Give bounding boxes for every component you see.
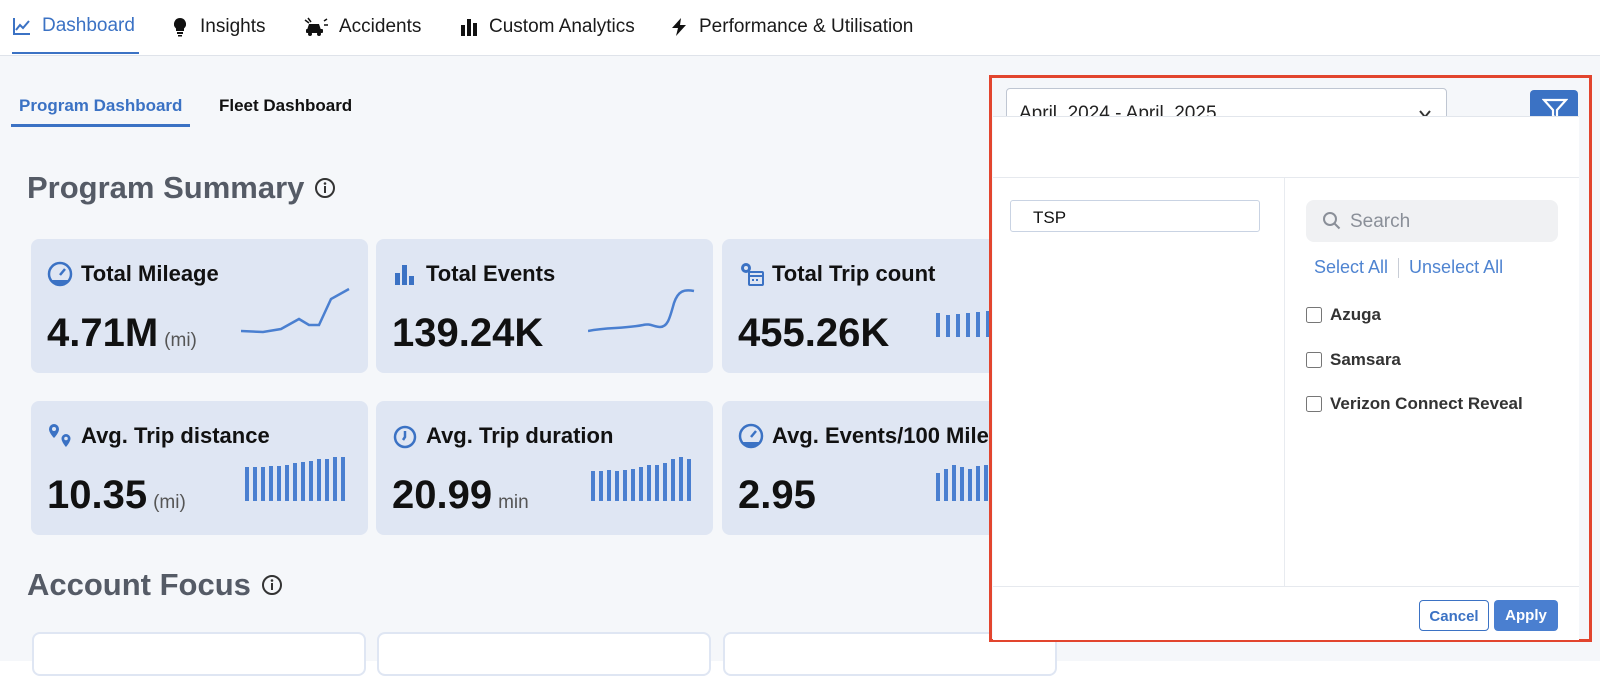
nav-item-custom-analytics[interactable]: Custom Analytics	[459, 0, 635, 54]
option-verizon-connect-reveal[interactable]: Verizon Connect Reveal	[1306, 394, 1523, 414]
option-label: Verizon Connect Reveal	[1330, 394, 1523, 413]
card-title: Total Trip count	[772, 261, 936, 286]
tab-program-dashboard[interactable]: Program Dashboard	[11, 96, 191, 127]
search-input[interactable]	[1348, 200, 1552, 244]
top-navigation: Dashboard Insights Accidents Custom Anal…	[0, 0, 1600, 56]
option-samsara[interactable]: Samsara	[1306, 350, 1401, 370]
kpi-card-avg-trip-duration[interactable]: Avg. Trip duration 20.99 min	[376, 401, 713, 535]
section-title: Account Focus	[27, 567, 251, 602]
card-value-row: 10.35 (mi)	[47, 473, 186, 518]
card-title: Avg. Trip distance	[81, 423, 270, 448]
card-unit: (mi)	[164, 330, 197, 351]
card-unit: (mi)	[153, 492, 186, 513]
nav-item-label: Custom Analytics	[489, 16, 635, 37]
bolt-icon	[672, 18, 686, 36]
apply-button[interactable]: Apply	[1494, 600, 1558, 631]
card-title: Avg. Trip duration	[426, 423, 614, 448]
nav-item-dashboard[interactable]: Dashboard	[12, 0, 139, 54]
card-value-row: 4.71M (mi)	[47, 311, 197, 356]
focus-card[interactable]	[377, 632, 711, 676]
divider	[1284, 178, 1285, 586]
card-title: Total Mileage	[81, 261, 219, 286]
option-azuga[interactable]: Azuga	[1306, 305, 1381, 325]
option-label: Samsara	[1330, 350, 1401, 369]
card-header: Avg. Trip distance	[47, 423, 270, 449]
divider	[993, 586, 1579, 587]
kpi-card-avg-trip-distance[interactable]: Avg. Trip distance 10.35 (mi)	[31, 401, 368, 535]
info-icon[interactable]	[314, 177, 336, 199]
map-pins-icon	[49, 424, 71, 447]
sparkline-chart	[588, 289, 695, 333]
card-value-row: 455.26K	[738, 311, 889, 356]
lightbulb-icon	[173, 17, 187, 37]
card-unit: min	[498, 492, 529, 513]
unselect-all-link[interactable]: Unselect All	[1409, 257, 1504, 277]
nav-item-label: Accidents	[339, 16, 422, 37]
program-summary-heading: Program Summary	[27, 170, 336, 206]
tab-fleet-dashboard[interactable]: Fleet Dashboard	[219, 96, 353, 115]
card-title: Total Events	[426, 261, 556, 286]
cancel-button[interactable]: Cancel	[1419, 600, 1489, 631]
card-header: Total Trip count	[738, 261, 935, 287]
route-calendar-icon	[741, 263, 764, 286]
divider	[993, 177, 1579, 178]
sparkline-bars	[591, 457, 691, 501]
line-chart-icon	[13, 18, 30, 35]
option-checkbox[interactable]	[1306, 396, 1322, 412]
card-value: 455.26K	[738, 311, 890, 355]
option-label: Azuga	[1330, 305, 1381, 324]
card-value: 20.99	[392, 473, 493, 517]
card-title: Avg. Events/100 Miles	[772, 423, 1002, 448]
nav-item-label: Insights	[200, 16, 266, 37]
card-value: 10.35	[47, 473, 148, 517]
car-crash-icon	[304, 17, 328, 36]
divider	[1398, 257, 1400, 278]
clock-icon	[393, 425, 417, 449]
nav-item-label: Dashboard	[42, 15, 135, 36]
section-title: Program Summary	[27, 170, 305, 205]
kpi-card-total-events[interactable]: Total Events 139.24K	[376, 239, 713, 373]
card-header: Avg. Trip duration	[392, 423, 613, 449]
sparkline-chart	[241, 287, 350, 334]
bar-chart-icon	[461, 19, 477, 36]
bar-chart-icon	[395, 265, 414, 285]
sparkline-bars	[245, 457, 345, 501]
speedometer-icon	[47, 261, 73, 287]
option-checkbox[interactable]	[1306, 352, 1322, 368]
select-all-link[interactable]: Select All	[1314, 257, 1389, 277]
account-focus-heading: Account Focus	[27, 567, 283, 603]
card-header: Avg. Events/100 Miles	[738, 423, 1001, 449]
filter-dropdown-panel	[993, 116, 1579, 640]
info-icon[interactable]	[261, 574, 283, 596]
selection-links: Select All Unselect All	[1314, 257, 1503, 278]
card-value: 4.71M	[47, 311, 159, 355]
sparkline-bars	[936, 311, 990, 337]
focus-card[interactable]	[32, 632, 366, 676]
filter-category-tsp[interactable]: TSP	[1010, 200, 1260, 232]
search-icon	[1323, 212, 1341, 230]
card-value: 139.24K	[392, 311, 544, 355]
nav-item-insights[interactable]: Insights	[170, 0, 265, 54]
card-value-row: 20.99 min	[392, 473, 529, 518]
nav-item-performance[interactable]: Performance & Utilisation	[669, 0, 913, 54]
card-header: Total Mileage	[47, 261, 219, 287]
card-header: Total Events	[392, 261, 555, 287]
kpi-card-total-mileage[interactable]: Total Mileage 4.71M (mi)	[31, 239, 368, 373]
speedometer-icon	[738, 423, 764, 449]
search-field	[1306, 200, 1558, 244]
nav-item-label: Performance & Utilisation	[699, 16, 914, 37]
card-value-row: 139.24K	[392, 311, 543, 356]
card-value: 2.95	[738, 473, 816, 517]
card-value-row: 2.95	[738, 473, 816, 518]
nav-item-accidents[interactable]: Accidents	[303, 0, 421, 54]
sparkline-bars	[936, 465, 988, 501]
option-checkbox[interactable]	[1306, 307, 1322, 323]
